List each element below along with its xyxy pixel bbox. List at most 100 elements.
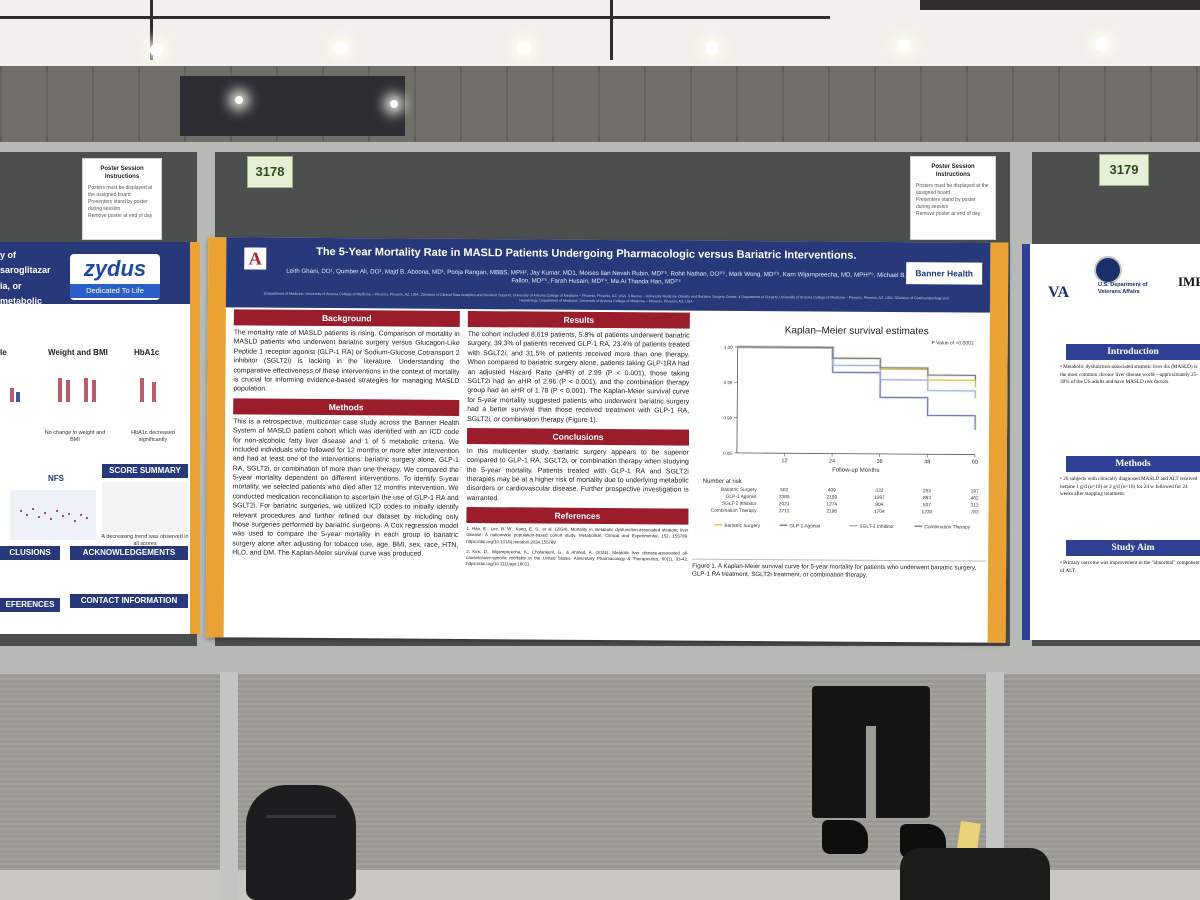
acknowledgements-heading: ACKNOWLEDGEMENTS — [70, 546, 188, 560]
reference-item: 1. Han, E., Lee, B. W., Kang, E. S., et … — [466, 526, 689, 545]
ceiling-lamp — [1096, 38, 1108, 50]
mini-bar — [152, 382, 156, 402]
right-poster: VA U.S. Department of Veterans Affairs I… — [1022, 244, 1200, 640]
x-axis — [736, 452, 975, 455]
methods-text: This is a retrospective, multicenter cas… — [232, 418, 460, 558]
ceiling-lamp — [335, 42, 347, 54]
column-middle: Results The cohort included 8,619 patien… — [466, 311, 690, 573]
x-axis-label: Follow-up Months — [832, 468, 879, 474]
panel-label: HbA1c — [134, 348, 160, 357]
nfs-label: NFS — [48, 474, 64, 483]
risk-value: 197 — [971, 489, 979, 495]
stand-leg — [986, 672, 1004, 872]
conclusions-heading: CLUSIONS — [0, 546, 60, 560]
title-line: y of saroglitazar — [0, 250, 51, 276]
risk-value: 1704 — [874, 509, 885, 515]
title-line: ia, or metabolic — [0, 280, 43, 306]
ceiling-lamp — [518, 42, 530, 54]
conclusions-text: In this multicenter study, bariatric sur… — [466, 447, 689, 503]
score-summary-heading: SCORE SUMMARY — [102, 464, 188, 478]
risk-value: 2196 — [826, 509, 837, 515]
panel-label: Weight and BMI — [48, 348, 108, 357]
session-instructions-card: Poster Session Instructions Posters must… — [910, 156, 996, 240]
risk-value: 2711 — [779, 508, 790, 514]
score-summary-table — [102, 482, 188, 532]
background-text: The mortality rate of MASLD patients is … — [233, 329, 460, 393]
panel-label: le — [0, 348, 7, 357]
x-tick-label: 48 — [924, 459, 930, 465]
ceiling — [0, 0, 1200, 72]
card-line: Posters must be displayed at the assigne… — [88, 184, 153, 198]
x-tick-label: 12 — [781, 458, 787, 464]
methods-text: • 26 subjects with clinically diagnosed … — [1060, 476, 1198, 498]
mini-bar — [84, 378, 88, 402]
card-line: Posters must be displayed at the assigne… — [916, 182, 989, 196]
weight-note: No change in weight and BMI — [44, 430, 106, 444]
left-poster-title: y of saroglitazar ia, or metabolic — [0, 248, 64, 309]
study-aim-heading: Study Aim — [1066, 540, 1200, 556]
x-tick-label: 24 — [829, 459, 835, 465]
backpack — [246, 785, 356, 900]
stand-leg — [220, 672, 238, 900]
y-tick-label: 1.00 — [724, 345, 733, 350]
poster-affiliations: 1Department of Medicine, University of A… — [263, 291, 949, 304]
back-wall — [0, 66, 1200, 156]
logo-tagline: Dedicated To Life — [70, 284, 160, 298]
risk-row-label: GLP-1 Agonist — [726, 494, 758, 500]
x-tick-label: 60 — [972, 460, 978, 466]
results-text: The cohort included 8,619 patients, 5.8%… — [467, 331, 690, 424]
hba1c-note: HbA1c decreased significantly — [131, 430, 175, 444]
y-tick-label: 0.95 — [724, 380, 733, 385]
banner-health-logo: Banner Health — [906, 262, 983, 285]
zydus-logo: zydus Dedicated To Life — [70, 254, 160, 300]
introduction-text: • Metabolic dysfunction-associated steat… — [1060, 364, 1198, 386]
card-title: Poster Session Instructions — [100, 166, 144, 181]
reference-item: 2. Kim, D., Wijarnpreecha, K., Cholanker… — [466, 548, 689, 567]
contact-heading: CONTACT INFORMATION — [70, 594, 188, 608]
results-heading: Results — [467, 311, 690, 329]
mini-bar — [140, 378, 144, 402]
card-line: Remove poster at end of day — [916, 210, 981, 217]
chart-annotation: P Value of <0.0001 — [931, 340, 973, 346]
card-line: Presenters stand by poster during sessio… — [916, 196, 976, 210]
km-confidence-band — [737, 345, 977, 388]
km-curve-combination-therapy — [737, 346, 977, 381]
methods-heading: Methods — [1066, 456, 1200, 472]
risk-value: 507 — [923, 502, 931, 508]
risk-value: 253 — [923, 488, 931, 494]
poster-authors: Leith Ghani, DO¹, Qumber Ali, DO¹, Majd … — [286, 267, 907, 286]
frame-top — [0, 142, 1200, 152]
legend-entry: GLP-1 Agonist — [789, 523, 821, 529]
ceiling-cable — [150, 0, 153, 60]
booth-number-3178: 3178 — [247, 156, 293, 188]
y-tick-label: 0.90 — [723, 415, 732, 420]
background-heading: Background — [233, 309, 460, 327]
conclusions-heading: Conclusions — [466, 427, 690, 446]
back-window — [180, 76, 405, 136]
card-title: Poster Session Instructions — [931, 164, 975, 179]
ceiling-beam — [0, 16, 830, 19]
legend-entry: Combination Therapy — [924, 524, 970, 530]
main-poster: A The 5-Year Mortality Rate in MASLD Pat… — [205, 237, 1009, 643]
card-line: Presenters stand by poster during sessio… — [88, 198, 148, 212]
ceiling-lamp — [898, 40, 910, 52]
va-seal-icon — [1094, 256, 1122, 284]
references-heading: References — [466, 507, 689, 525]
person-legs — [812, 686, 930, 818]
risk-table-title: Number at risk — [703, 479, 743, 485]
introduction-heading: Introduction — [1066, 344, 1200, 360]
risk-value: 482 — [971, 496, 979, 502]
risk-value: 1230 — [922, 509, 933, 515]
logo-name: zydus — [83, 256, 147, 281]
va-department-name: U.S. Department of Veterans Affairs — [1098, 282, 1148, 296]
risk-value: 1274 — [826, 502, 837, 508]
ceiling-lamp — [150, 44, 162, 56]
nfs-scatter-plot — [10, 490, 96, 540]
km-confidence-band — [737, 345, 977, 381]
y-tick-label: 0.85 — [723, 451, 732, 456]
risk-value: 863 — [923, 495, 931, 501]
risk-value: 2021 — [779, 501, 790, 507]
y-axis — [736, 346, 739, 453]
ceiling-lamp — [706, 42, 718, 54]
